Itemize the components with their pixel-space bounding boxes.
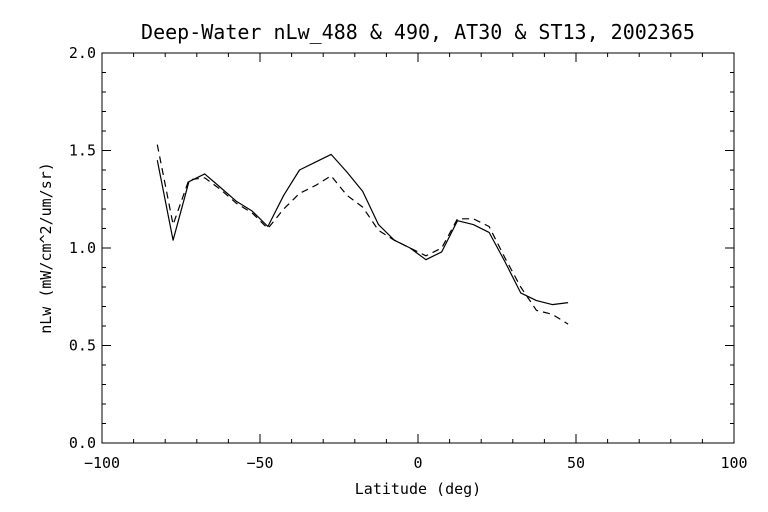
y-tick-label: 0.5 bbox=[69, 337, 96, 355]
y-tick-label: 1.5 bbox=[69, 142, 96, 160]
plot-area bbox=[101, 52, 735, 444]
y-tick-label: 0.0 bbox=[69, 434, 96, 452]
x-tick-label: −50 bbox=[246, 454, 273, 472]
x-tick-label: 0 bbox=[413, 454, 422, 472]
y-axis-label: nLw (mW/cm^2/um/sr) bbox=[37, 162, 55, 334]
y-tick-label: 1.0 bbox=[69, 239, 96, 257]
x-axis: −100 −50 0 50 100 bbox=[84, 53, 748, 472]
x-tick-label: −100 bbox=[84, 454, 120, 472]
series-line-dashed bbox=[156, 144, 569, 325]
y-tick-label: 2.0 bbox=[69, 44, 96, 62]
y-axis: 0.0 0.5 1.0 1.5 2.0 bbox=[69, 44, 734, 452]
x-tick-label: 100 bbox=[720, 454, 747, 472]
x-axis-label: Latitude (deg) bbox=[355, 480, 481, 498]
series-layer bbox=[156, 144, 569, 325]
plot-frame bbox=[101, 52, 735, 444]
series-line-solid bbox=[156, 153, 569, 306]
x-tick-label: 50 bbox=[567, 454, 585, 472]
chart-title: Deep-Water nLw_488 & 490, AT30 & ST13, 2… bbox=[141, 20, 695, 44]
